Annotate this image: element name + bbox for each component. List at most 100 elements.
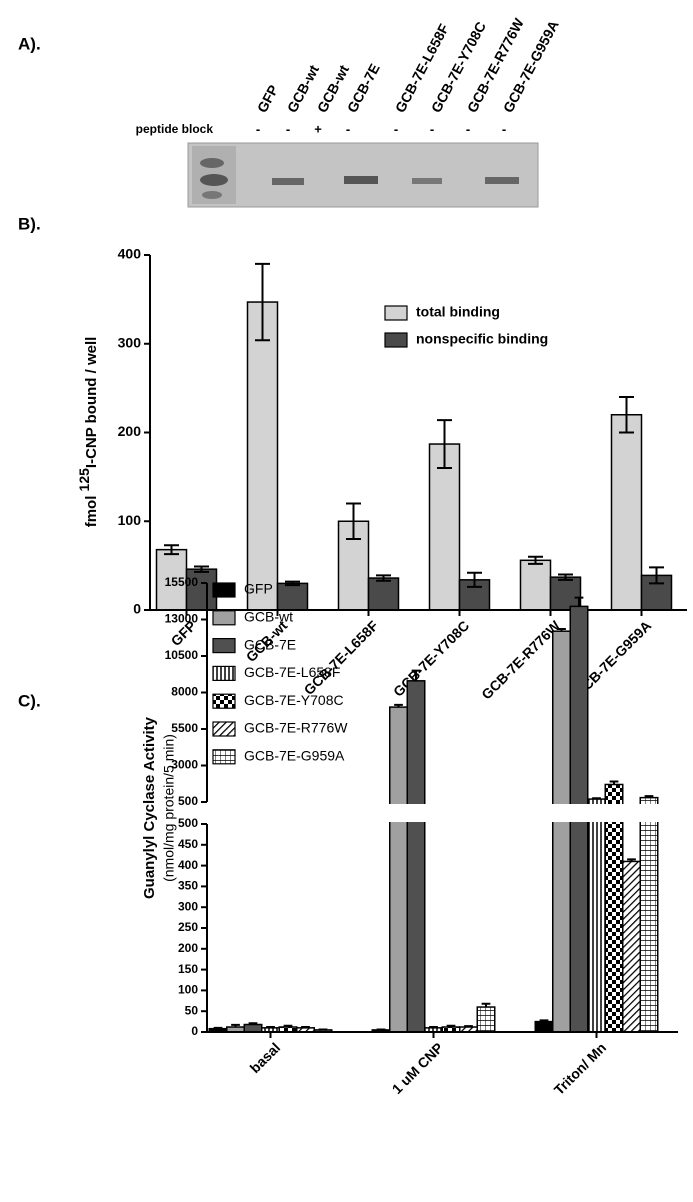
- y-tick-label: 3000: [171, 758, 198, 772]
- legend-swatch: [212, 610, 236, 626]
- error-bar: [649, 566, 664, 585]
- error-bar: [464, 1025, 473, 1028]
- error-bar: [213, 1026, 223, 1029]
- x-tick-label: 1 uM CNP: [389, 1039, 447, 1097]
- legend-swatch: [212, 637, 236, 654]
- error-bar: [528, 555, 543, 565]
- y-tick-label: 300: [118, 334, 142, 350]
- legend-label: GCB-7E-R776W: [244, 720, 348, 736]
- error-bar: [437, 419, 452, 469]
- y-tick-label: 13000: [165, 612, 199, 626]
- error-bar: [429, 1026, 438, 1029]
- bar: [246, 301, 279, 611]
- bar: [534, 1020, 554, 1033]
- bar: [406, 680, 426, 1033]
- legend-label: GCB-7E-G959A: [244, 748, 345, 764]
- y-tick-label: 300: [178, 899, 198, 913]
- error-bar: [619, 396, 634, 434]
- error-bar: [592, 797, 601, 800]
- legend-swatch: [384, 305, 408, 321]
- error-bar: [285, 580, 300, 587]
- y-tick-label: 200: [178, 941, 198, 955]
- peptide-sign: -: [346, 121, 350, 136]
- legend-label: GCB-7E: [244, 636, 296, 652]
- y-tick-label: 100: [118, 512, 142, 528]
- x-tick-label: GCB-7E-L658F: [301, 617, 382, 698]
- peptide-sign: -: [466, 121, 470, 136]
- lane-label: GFP: [254, 82, 282, 115]
- bar: [276, 582, 309, 611]
- error-bar: [539, 1019, 549, 1022]
- peptide-sign: -: [256, 121, 260, 136]
- error-bar: [266, 1026, 275, 1029]
- y-label-superscript: 125: [76, 468, 92, 492]
- panel-label: B).: [18, 214, 41, 233]
- y-axis-label: fmol 125I-CNP bound / well: [76, 337, 100, 528]
- y-label-part: I-CNP bound / well: [83, 337, 100, 468]
- bar: [519, 559, 552, 611]
- error-bar: [346, 502, 361, 540]
- y-tick-label: 150: [178, 962, 198, 976]
- peptide-sign: +: [314, 121, 322, 136]
- legend-label: GFP: [244, 581, 273, 597]
- gel: [187, 142, 539, 208]
- legend-swatch: [384, 332, 408, 348]
- y-tick-label: 8000: [171, 685, 198, 699]
- y-tick-label: 450: [178, 837, 198, 851]
- bar: [622, 860, 641, 1033]
- bar: [476, 1006, 496, 1033]
- error-bar: [574, 596, 584, 607]
- error-bar: [231, 1023, 240, 1028]
- legend-label: total binding: [416, 304, 500, 320]
- y-tick-label: 100: [178, 983, 198, 997]
- error-bar: [557, 627, 566, 632]
- y-tick-label: 10500: [165, 648, 199, 662]
- error-bar: [394, 703, 403, 708]
- error-bar: [194, 565, 209, 573]
- error-bar: [558, 573, 573, 581]
- bar: [549, 576, 582, 611]
- legend-swatch: [212, 665, 236, 682]
- x-tick-label: GCB-7E-R776W: [478, 617, 564, 703]
- legend-swatch: [212, 582, 236, 598]
- y-tick-label: 15500: [165, 575, 199, 589]
- y-tick-label: 250: [178, 920, 198, 934]
- error-bar: [609, 780, 619, 785]
- error-bar: [301, 1026, 310, 1029]
- peptide-sign: -: [430, 121, 434, 136]
- y-tick-label: 5500: [171, 721, 198, 735]
- legend-label: GCB-7E-Y708C: [244, 692, 344, 708]
- y-label-part: fmol: [83, 491, 100, 527]
- y-tick-label: 50: [185, 1003, 199, 1017]
- y-tick-label: 500: [178, 794, 198, 808]
- error-bar: [283, 1024, 293, 1028]
- error-bar: [644, 795, 654, 798]
- bar: [639, 796, 659, 1033]
- bar: [367, 577, 400, 611]
- axis-break: [195, 804, 680, 822]
- bar: [610, 414, 643, 611]
- y-tick-label: 0: [133, 601, 141, 617]
- bar: [243, 1023, 263, 1033]
- y-axis-title: Guanylyl Cyclase Activity: [141, 716, 158, 899]
- error-bar: [248, 1022, 258, 1025]
- y-tick-label: 350: [178, 879, 198, 893]
- y-tick-label: 400: [118, 246, 142, 262]
- error-bar: [255, 262, 270, 342]
- error-bar: [481, 1002, 491, 1008]
- legend-swatch: [212, 721, 236, 737]
- panel-label: C).: [18, 691, 41, 710]
- peptide-sign: -: [394, 121, 398, 136]
- x-tick-label: GCB-7E-Y708C: [390, 617, 472, 699]
- y-tick-label: 0: [191, 1024, 198, 1038]
- y-tick-label: 400: [178, 858, 198, 872]
- error-bar: [164, 544, 179, 556]
- panel-label: A).: [18, 34, 41, 53]
- bar: [587, 798, 606, 1033]
- y-axis-units: (nmol/mg protein/5 min): [161, 734, 177, 882]
- row-label: peptide block: [136, 122, 214, 136]
- error-bar: [627, 858, 636, 862]
- legend-label: GCB-7E-L658F: [244, 664, 340, 680]
- peptide-sign: -: [502, 121, 506, 136]
